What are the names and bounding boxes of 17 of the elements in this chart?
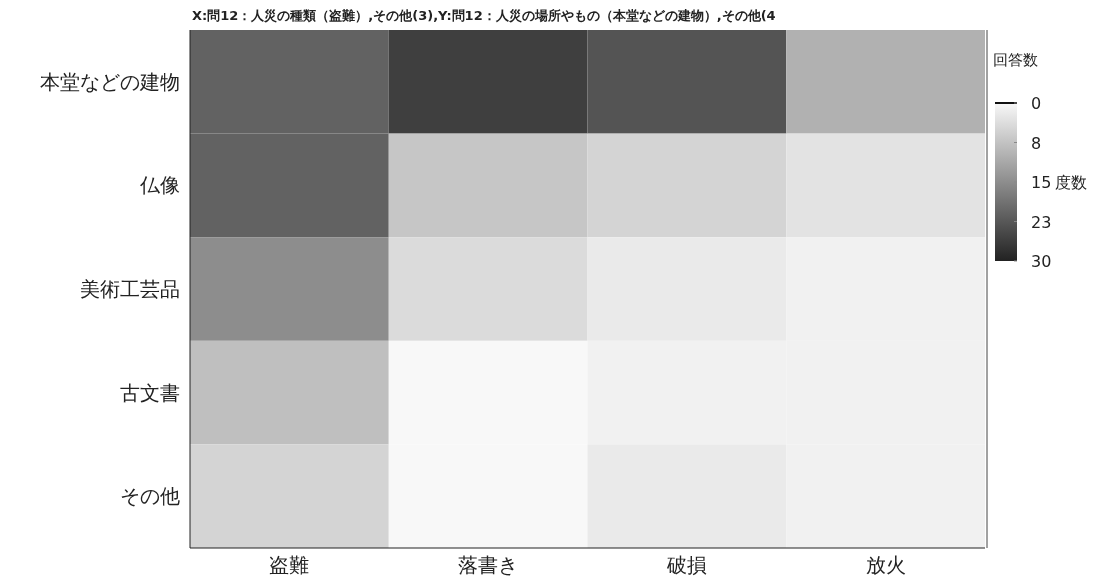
color-bar-label: 15 <box>1031 173 1052 192</box>
x-tick-label: 破損 <box>665 553 707 577</box>
y-tick-label: その他 <box>120 484 180 509</box>
x-tick-label: 盗難 <box>269 553 310 577</box>
x-tick-label: 放火 <box>865 553 906 577</box>
chart-title: X:問12：人災の種類（盗難）,その他(3),Y:問12：人災の場所やもの（本堂などの建物）,その他(4 <box>192 8 776 23</box>
color-bar-label: 23 <box>1031 212 1052 232</box>
text: 度数 <box>1055 173 1087 192</box>
y-tick-label: 古文書 <box>120 380 180 405</box>
y-tick-label: 本堂などの建物 <box>40 69 180 94</box>
y-tick-label: 美術工芸品 <box>80 277 180 301</box>
x-tick-label: 落書き <box>458 553 519 577</box>
color-bar-label: 30 <box>1031 252 1052 271</box>
color-bar-title: 回答数 <box>993 51 1038 69</box>
color-bar-label: 8 <box>1031 133 1042 153</box>
color-bar-label: 0 <box>1031 94 1042 113</box>
y-tick-label: 仏像 <box>139 173 180 198</box>
